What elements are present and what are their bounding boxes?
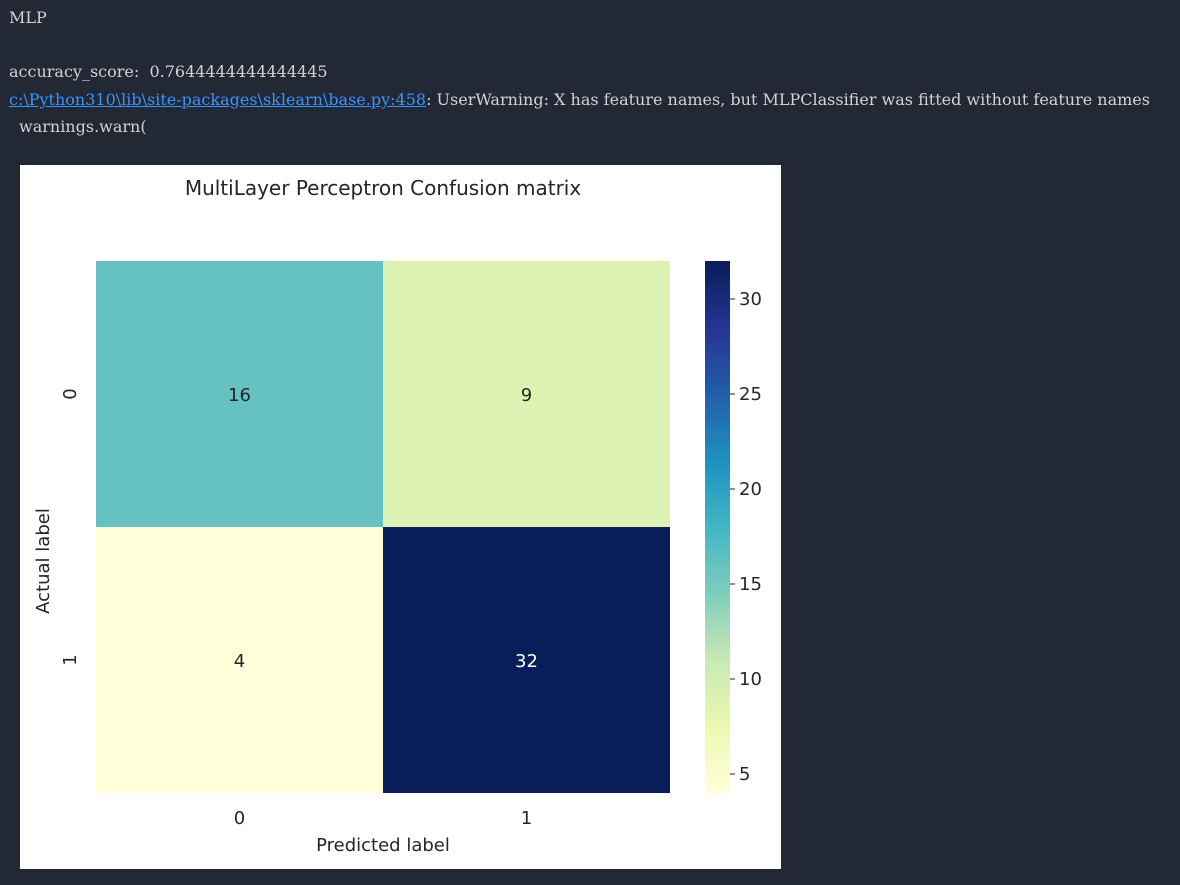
warning-line: c:\Python310\lib\site-packages\sklearn\b…	[9, 90, 1150, 110]
heatmap-cell-1-0	[96, 527, 383, 793]
warning-message: : UserWarning: X has feature names, but …	[426, 90, 1150, 109]
colorbar-tick-label: 5	[739, 764, 750, 785]
colorbar-tick-label: 25	[739, 384, 762, 405]
chart-title: MultiLayer Perceptron Confusion matrix	[185, 176, 582, 200]
colorbar-tick-label: 10	[739, 669, 762, 690]
heatmap-cell-0-1	[383, 261, 670, 527]
accuracy-label: accuracy_score:	[9, 62, 140, 81]
colorbar-tick-label: 30	[739, 289, 762, 310]
warning-call: warnings.warn(	[19, 117, 147, 136]
colorbar-tick-label: 15	[739, 574, 762, 595]
y-axis-label: Actual label	[33, 508, 54, 614]
cell-value-label: 16	[228, 385, 251, 406]
accuracy-value: 0.7644444444444445	[149, 62, 328, 81]
cell-value-label: 4	[234, 651, 245, 672]
x-tick-label: 0	[234, 808, 245, 829]
cell-value-label: 32	[515, 651, 538, 672]
confusion-matrix-figure: MultiLayer Perceptron Confusion matrix 1…	[20, 165, 781, 869]
y-axis-ticks: 01	[60, 388, 81, 665]
x-axis-label: Predicted label	[316, 835, 450, 856]
y-tick-label: 0	[60, 388, 81, 399]
confusion-matrix-chart: MultiLayer Perceptron Confusion matrix 1…	[33, 176, 762, 856]
colorbar-tick-label: 20	[739, 479, 762, 500]
colorbar-ticks: 5 10 15 20 25 30	[730, 289, 762, 785]
heatmap-cells: 16 9 4 32	[96, 261, 670, 793]
colorbar	[705, 261, 730, 793]
model-heading: MLP	[9, 8, 47, 27]
accuracy-line: accuracy_score: 0.7644444444444445	[9, 62, 328, 82]
cell-value-label: 9	[521, 385, 532, 406]
heatmap-cell-1-1	[383, 527, 670, 793]
warning-file-link[interactable]: c:\Python310\lib\site-packages\sklearn\b…	[9, 90, 427, 109]
x-tick-label: 1	[521, 808, 532, 829]
y-tick-label: 1	[60, 654, 81, 665]
heatmap-cell-0-0	[96, 261, 383, 527]
